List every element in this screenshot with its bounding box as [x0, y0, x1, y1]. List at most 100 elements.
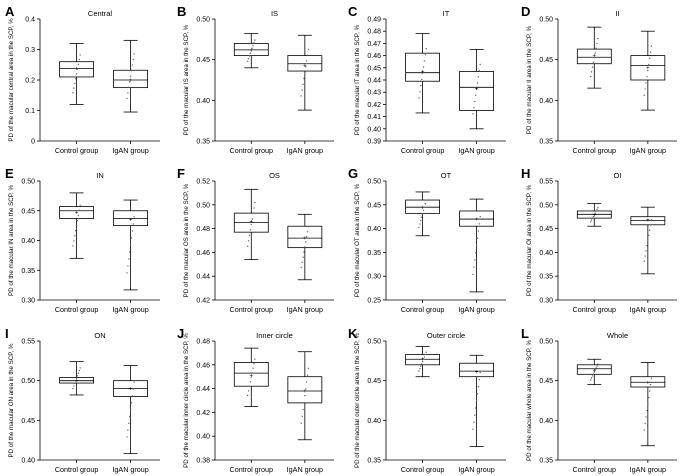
- sample-point: [129, 81, 131, 83]
- sample-point: [78, 369, 81, 372]
- sample-point: [478, 223, 480, 225]
- sample-point: [131, 230, 134, 232]
- y-tick-label: 0.52: [196, 179, 210, 186]
- sample-point: [75, 73, 78, 75]
- panel-g: G OT 0.25 0.30 0.35 0.40 0.45 0.50 PD of the mac…: [348, 166, 506, 314]
- sample-point: [130, 237, 133, 239]
- y-tick-label: 0.48: [196, 339, 210, 346]
- y-tick-label: 0.3: [25, 47, 35, 54]
- sample-point: [129, 415, 131, 418]
- sample-point: [247, 57, 250, 60]
- x-tick-label: Control group: [55, 305, 99, 314]
- sample-point: [247, 390, 250, 392]
- sample-point: [254, 358, 256, 360]
- sample-point: [72, 245, 74, 247]
- y-tick-label: 0.39: [367, 139, 381, 146]
- sample-point: [474, 259, 476, 261]
- sample-point: [300, 422, 302, 424]
- sample-point: [307, 367, 310, 370]
- sample-point: [422, 66, 425, 68]
- sample-point: [421, 72, 424, 74]
- sample-point: [301, 89, 303, 91]
- sample-point: [473, 421, 475, 423]
- sample-point: [475, 400, 478, 402]
- sample-point: [474, 100, 476, 103]
- sample-point: [594, 369, 596, 371]
- panel-title: IS: [271, 9, 278, 18]
- y-tick-label: 0.45: [367, 202, 381, 209]
- iqr-box: [405, 52, 441, 82]
- mean-marker: +: [421, 357, 425, 363]
- box-igan: + IgAN group: [630, 362, 666, 474]
- y-tick-label: 0.50: [539, 202, 553, 209]
- x-tick-label: IgAN group: [630, 465, 666, 474]
- y-tick-label: 0.25: [367, 298, 381, 305]
- sample-point: [305, 66, 307, 68]
- sample-point: [589, 75, 592, 78]
- mean-marker: +: [593, 54, 597, 60]
- sample-point: [595, 367, 597, 369]
- sample-point: [590, 219, 593, 221]
- sample-point: [77, 214, 80, 217]
- y-tick-label: 0.2: [25, 78, 35, 85]
- sample-point: [646, 409, 648, 412]
- box-igan: + IgAN group: [458, 49, 495, 155]
- y-axis-label: PD of the macular IS area in the SCP, %: [183, 24, 190, 135]
- y-tick-label: 0.50: [539, 339, 553, 346]
- sample-point: [648, 57, 651, 60]
- y-axis-label: PD of the macular OI area in the SCP, %: [526, 184, 533, 296]
- iqr-box: [233, 362, 269, 387]
- sample-point: [649, 51, 652, 53]
- sample-point: [128, 422, 130, 425]
- sample-point: [419, 223, 421, 225]
- y-tick-label: 0.38: [196, 458, 210, 465]
- y-axis-label: PD of the macular OS area in the SCP, %: [183, 183, 190, 297]
- sample-point: [132, 388, 134, 390]
- y-tick-label: 0.44: [196, 386, 210, 393]
- y-tick-label: 0.30: [367, 274, 381, 281]
- sample-point: [643, 94, 645, 96]
- sample-point: [425, 47, 427, 50]
- sample-point: [591, 375, 594, 377]
- sample-point: [248, 55, 251, 57]
- sample-point: [126, 436, 128, 438]
- sample-point: [645, 82, 647, 84]
- sample-point: [250, 376, 252, 378]
- panel-title: II: [615, 9, 619, 18]
- x-tick-label: Control group: [230, 305, 274, 314]
- sample-point: [648, 229, 651, 231]
- sample-point: [128, 86, 130, 89]
- sample-point: [476, 237, 479, 239]
- sample-point: [72, 387, 74, 390]
- sample-point: [592, 373, 595, 375]
- sample-point: [594, 212, 596, 214]
- iqr-box: [459, 210, 495, 227]
- sample-point: [252, 212, 254, 215]
- sample-point: [421, 363, 423, 365]
- x-tick-label: Control group: [573, 465, 617, 474]
- sample-point: [418, 97, 420, 99]
- sample-point: [643, 260, 645, 262]
- box-control: + Control group: [573, 358, 617, 474]
- box-igan: + IgAN group: [630, 30, 666, 155]
- panel-a: A Central 0 0.1 0.2 0.3 0.4 PD of the macular c…: [5, 4, 160, 155]
- x-tick-label: IgAN group: [112, 305, 148, 314]
- y-tick-label: 0.40: [196, 434, 210, 441]
- x-tick-label: IgAN group: [458, 465, 494, 474]
- iqr-box: [630, 55, 666, 81]
- mean-marker: +: [421, 69, 425, 75]
- sample-point: [249, 229, 252, 231]
- y-tick-label: 0.46: [367, 53, 381, 60]
- sample-point: [300, 95, 302, 97]
- sample-point: [596, 42, 598, 45]
- y-tick-label: 0.50: [196, 202, 210, 209]
- box-control: + Control group: [573, 202, 616, 314]
- box-igan: + IgAN group: [287, 34, 323, 155]
- sample-point: [645, 416, 647, 418]
- sample-point: [129, 75, 132, 77]
- x-tick-label: Control group: [401, 305, 445, 314]
- sample-point: [302, 256, 304, 258]
- sample-point: [593, 56, 595, 59]
- sample-point: [592, 61, 595, 64]
